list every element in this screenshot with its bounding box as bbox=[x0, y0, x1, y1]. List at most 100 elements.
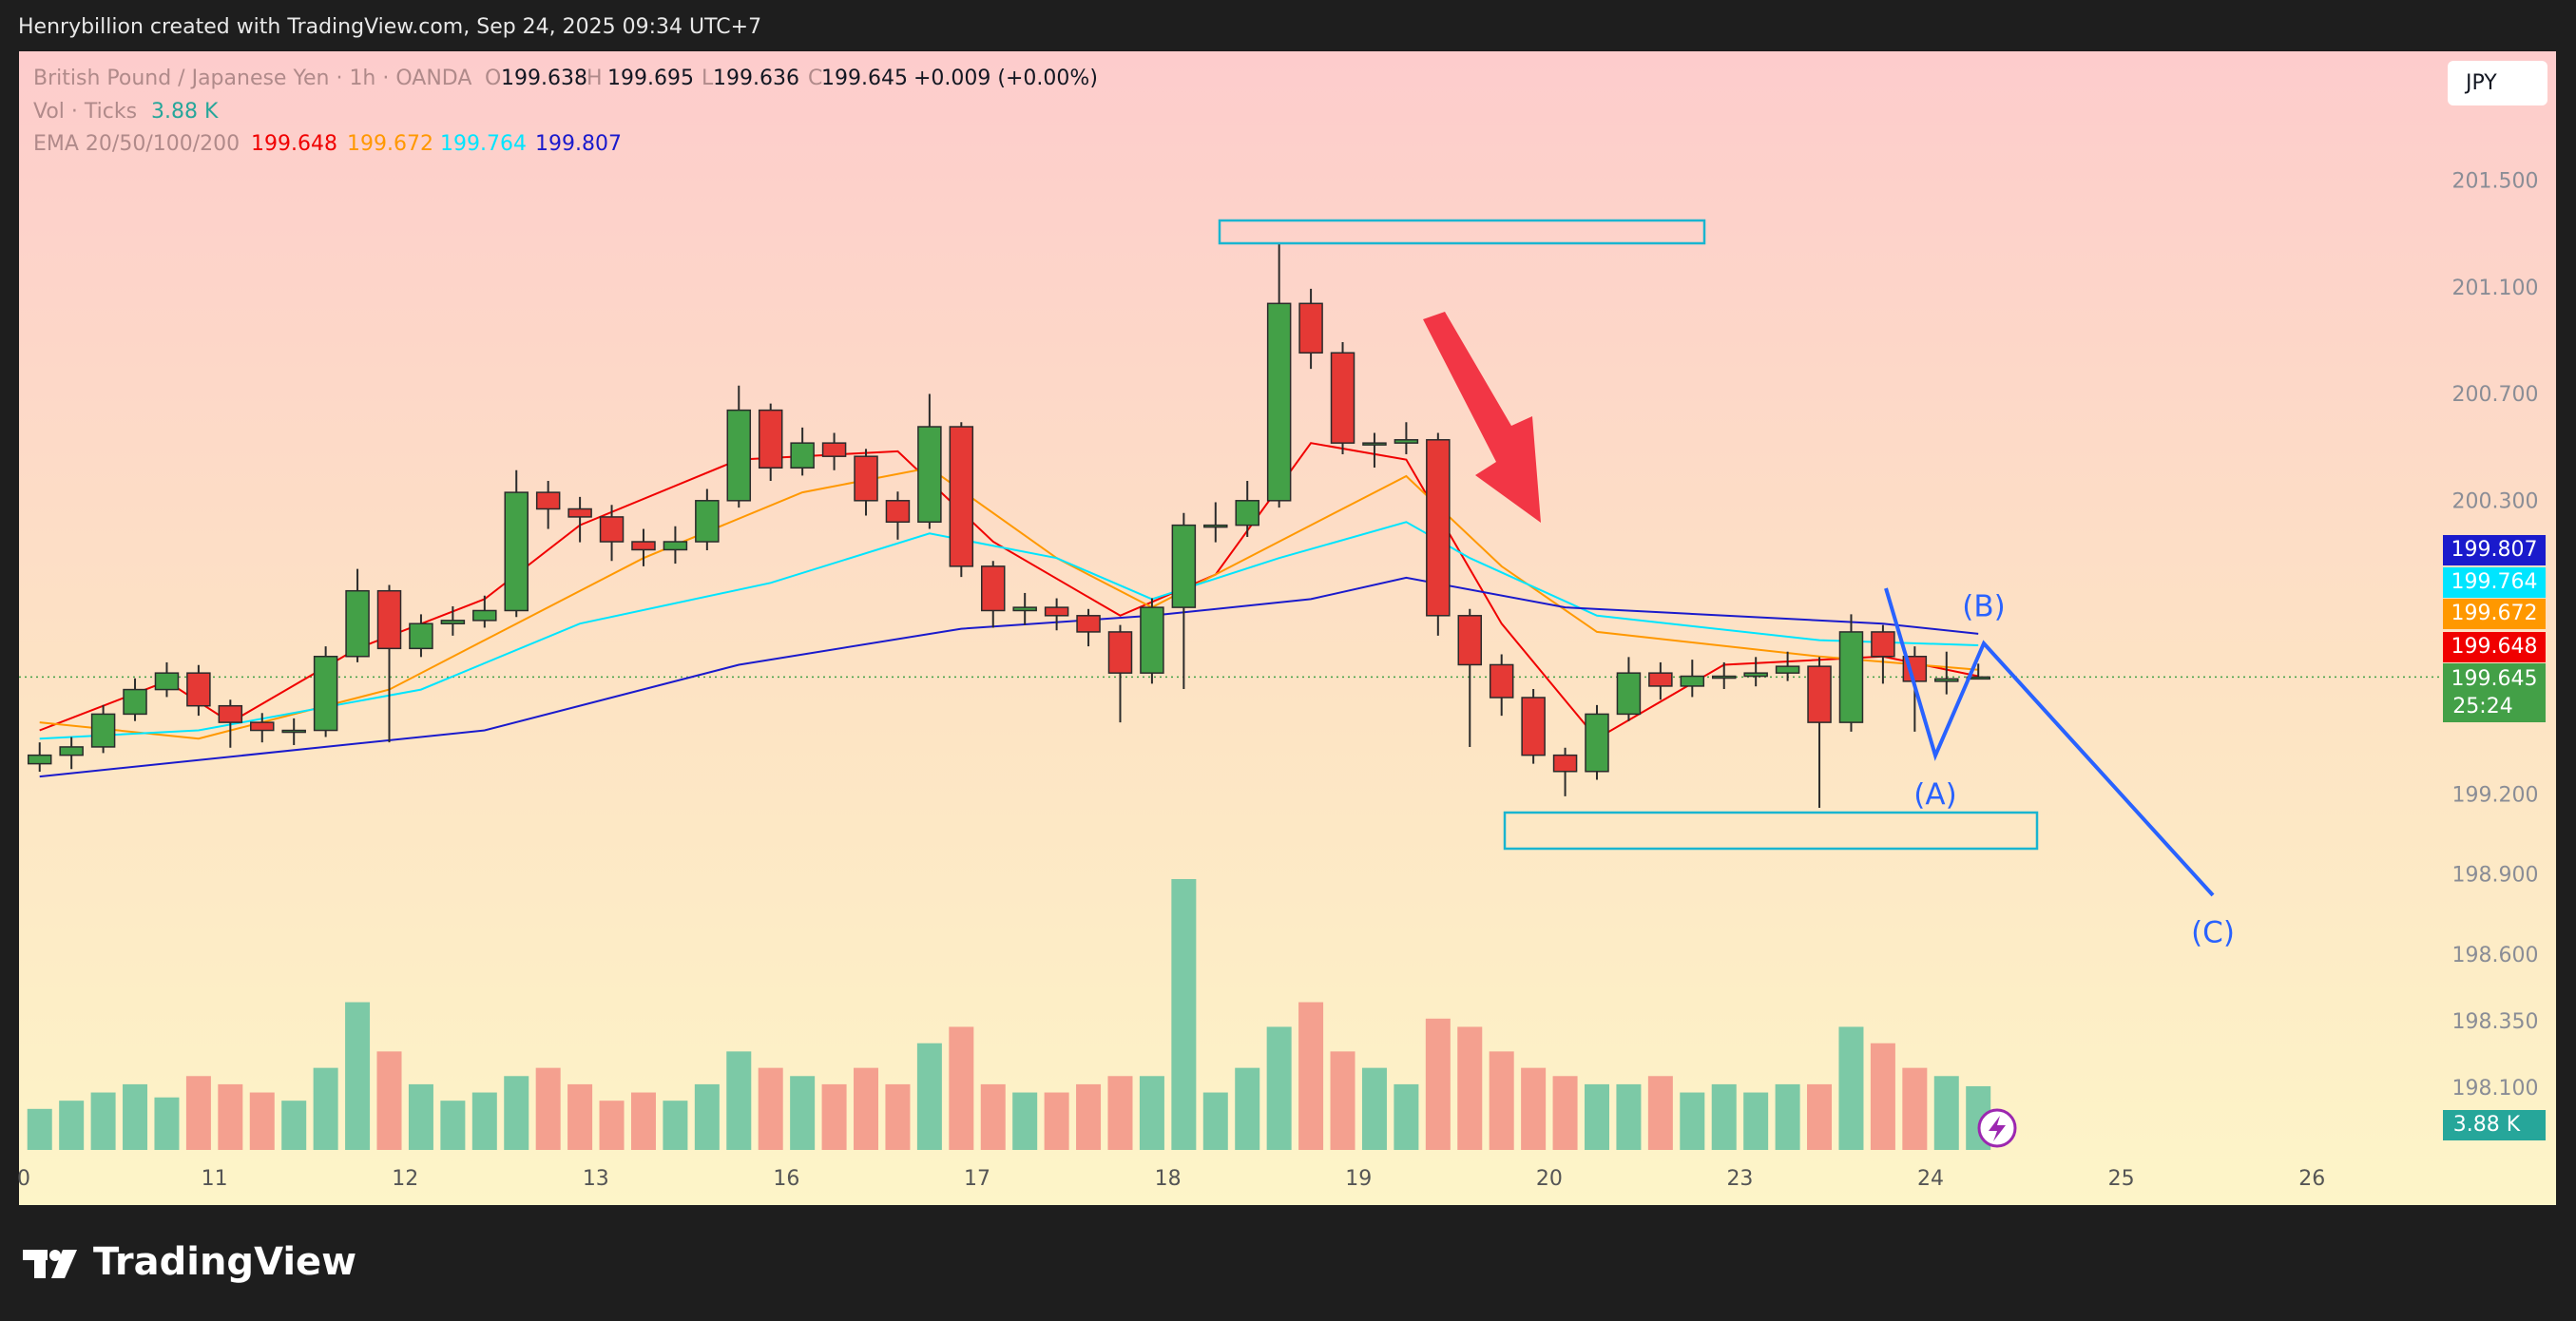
y-tick-label: 198.350 bbox=[2452, 1010, 2539, 1034]
candle-body bbox=[186, 672, 211, 707]
candle-body bbox=[472, 609, 497, 622]
volume-bar bbox=[567, 1083, 593, 1150]
volume-bar bbox=[1521, 1067, 1547, 1150]
volume-bar bbox=[1361, 1067, 1387, 1150]
ema-legend-value: 199.648 bbox=[251, 132, 337, 156]
candle-body bbox=[59, 746, 84, 756]
ema-legend-value: 199.764 bbox=[440, 132, 527, 156]
volume-bar bbox=[790, 1076, 816, 1150]
down-arrow bbox=[1423, 312, 1541, 523]
wave-label: (B) bbox=[1962, 590, 2005, 624]
candle-body bbox=[440, 620, 466, 624]
volume-bar bbox=[1489, 1051, 1514, 1150]
ohlc-value: 199.636 bbox=[713, 67, 799, 90]
volume-bar bbox=[1902, 1067, 1928, 1150]
candle-body bbox=[345, 589, 370, 658]
currency-button[interactable] bbox=[2448, 61, 2547, 105]
candle-body bbox=[885, 500, 911, 524]
candle-body bbox=[790, 442, 815, 469]
resistance-box bbox=[1218, 219, 1706, 245]
price-badge-label: 199.648 bbox=[2451, 635, 2538, 659]
candle-body bbox=[409, 622, 433, 650]
y-tick-label: 199.200 bbox=[2452, 783, 2539, 807]
candle-body bbox=[1934, 678, 1959, 682]
candle-body bbox=[1044, 606, 1069, 617]
candle-body bbox=[90, 713, 116, 748]
candle-body bbox=[1362, 442, 1387, 446]
x-tick-label: 18 bbox=[1155, 1167, 1182, 1191]
x-tick-label: 23 bbox=[1726, 1167, 1753, 1191]
candle-body bbox=[1235, 500, 1259, 526]
candle-body bbox=[631, 541, 656, 551]
volume-bar bbox=[1807, 1083, 1833, 1150]
ema-legend: EMA 20/50/100/200 bbox=[33, 132, 240, 156]
candle-body bbox=[726, 409, 752, 502]
x-tick-label: 0 bbox=[17, 1167, 30, 1191]
candle-body bbox=[1266, 302, 1292, 502]
volume-bar bbox=[885, 1083, 911, 1150]
x-tick-label: 17 bbox=[964, 1167, 990, 1191]
candle-body bbox=[250, 721, 275, 732]
candle-body bbox=[695, 500, 720, 543]
candle-body bbox=[1012, 606, 1037, 612]
candle-body bbox=[1775, 665, 1800, 674]
volume-bar bbox=[599, 1101, 625, 1150]
ohlc-letter: C bbox=[808, 67, 822, 90]
candle-body bbox=[281, 729, 306, 734]
candle-body bbox=[218, 704, 243, 723]
volume-bar bbox=[1457, 1026, 1483, 1150]
volume-bar bbox=[1076, 1083, 1102, 1150]
candle-body bbox=[1552, 754, 1578, 773]
plot: 201.500 201.100 200.700 200.300 199.200 198.9… bbox=[17, 170, 2538, 1191]
candle-body bbox=[1616, 672, 1642, 716]
candle-body bbox=[1426, 439, 1451, 617]
candle-body bbox=[1711, 675, 1737, 680]
countdown-label: 25:24 bbox=[2452, 695, 2512, 718]
brand-name: TradingView bbox=[93, 1240, 356, 1284]
candle-body bbox=[313, 656, 338, 732]
price-badge bbox=[2443, 632, 2546, 662]
brand-logo bbox=[23, 1250, 77, 1278]
volume-legend: Vol · Ticks bbox=[33, 100, 137, 124]
price-badge-label: 199.645 bbox=[2451, 667, 2538, 691]
volume-bar bbox=[1775, 1083, 1800, 1150]
volume-bar bbox=[821, 1083, 847, 1150]
volume-bar bbox=[1012, 1092, 1038, 1150]
volume-bar bbox=[949, 1026, 974, 1150]
volume-bar bbox=[694, 1083, 720, 1150]
volume-bar bbox=[123, 1083, 148, 1150]
candle-body bbox=[1457, 615, 1483, 666]
candle-body bbox=[376, 589, 402, 650]
x-tick-label: 26 bbox=[2298, 1167, 2325, 1191]
candle-body bbox=[1680, 675, 1705, 687]
ema-legend-value: 199.672 bbox=[347, 132, 433, 156]
ema-line bbox=[39, 576, 1979, 778]
x-tick-label: 13 bbox=[583, 1167, 609, 1191]
volume-bar bbox=[1425, 1018, 1451, 1150]
candle-body bbox=[917, 426, 942, 524]
candle-body bbox=[1076, 615, 1101, 633]
volume-bar bbox=[218, 1083, 243, 1150]
volume-bar bbox=[1298, 1002, 1324, 1150]
candle-body bbox=[949, 426, 974, 567]
x-tick-label: 11 bbox=[202, 1167, 228, 1191]
y-tick-label: 200.700 bbox=[2452, 383, 2539, 407]
candle-body bbox=[1107, 631, 1133, 674]
volume-bar bbox=[1330, 1051, 1355, 1150]
candle-body bbox=[981, 565, 1006, 612]
volume-bar bbox=[440, 1101, 466, 1150]
alert-bolt bbox=[1989, 1116, 2006, 1141]
volume-bar bbox=[758, 1067, 783, 1150]
volume-bar bbox=[504, 1076, 529, 1150]
y-tick-label: 198.900 bbox=[2452, 864, 2539, 888]
volume-bar bbox=[663, 1101, 688, 1150]
volume-bar bbox=[471, 1092, 497, 1150]
candle-body bbox=[663, 541, 688, 551]
volume-bar bbox=[1139, 1076, 1164, 1150]
volume-bar bbox=[1552, 1076, 1578, 1150]
candle-body bbox=[504, 491, 529, 612]
wave-line bbox=[1884, 587, 2215, 897]
price-badge bbox=[2443, 663, 2546, 722]
